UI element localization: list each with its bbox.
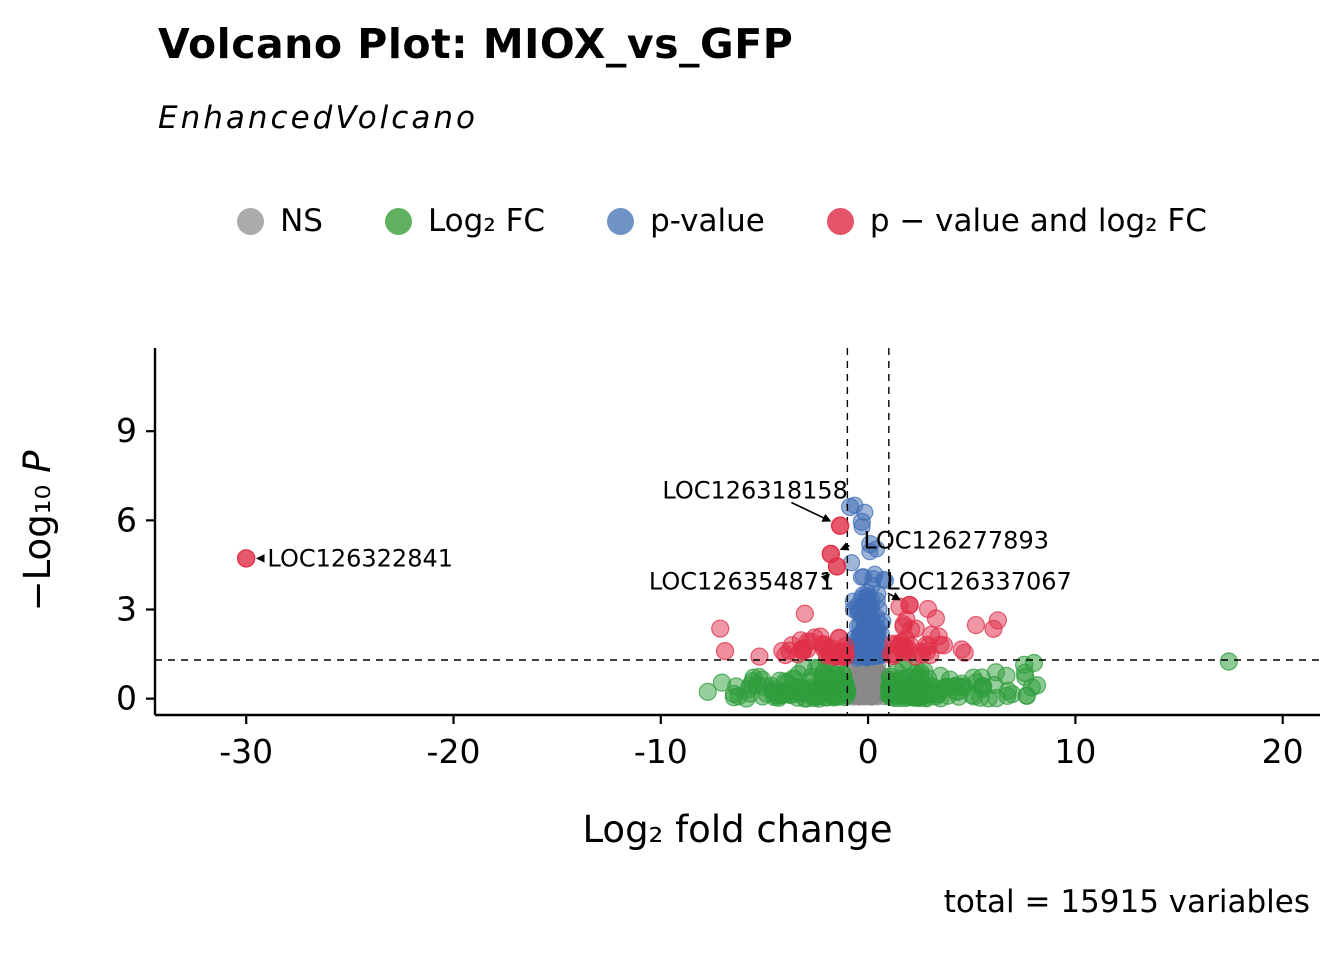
legend-key-dot-ns (237, 207, 265, 235)
data-point (863, 576, 881, 595)
data-point (870, 600, 888, 618)
data-point (880, 684, 899, 703)
x-tick-label: -10 (634, 732, 688, 771)
labeled-data-point (830, 516, 850, 535)
x-tick-label: -30 (219, 732, 273, 771)
label-connector-arrow (791, 501, 832, 522)
legend: NS Log₂ FC p-value p − value and log₂ FC (130, 203, 1314, 239)
gene-label: LOC126337067 (886, 567, 1072, 595)
data-point (1024, 653, 1044, 673)
data-point (861, 535, 880, 554)
legend-item-ns: NS (237, 203, 323, 239)
data-point (864, 638, 883, 656)
legend-item-log2fc: Log₂ FC (384, 203, 546, 239)
legend-label-ns: NS (280, 203, 323, 239)
data-point (906, 619, 925, 638)
data-point (973, 677, 992, 696)
x-tick-label: -20 (427, 732, 481, 771)
gene-labels: LOC126322841 LOC126318158 LOC126277893 LOC1… (237, 477, 1072, 615)
legend-key-dot-log2fc (384, 207, 412, 235)
data-point (836, 637, 855, 656)
x-tick-label: 0 (858, 732, 879, 771)
legend-item-pvalue-and-log2fc: p − value and log₂ FC (826, 203, 1207, 239)
data-point (918, 599, 938, 619)
legend-key-dot-pvalue (607, 207, 635, 235)
labeled-data-point (900, 595, 919, 615)
y-axis-title: −Log₁₀ P (16, 450, 59, 612)
data-point (698, 682, 717, 701)
data-point (906, 678, 925, 697)
data-point (998, 686, 1017, 705)
gene-label: LOC126277893 (863, 526, 1049, 554)
y-tick-label: 3 (116, 590, 137, 629)
data-point (773, 641, 792, 661)
data-point (997, 666, 1016, 685)
data-point (753, 687, 772, 706)
label-connector-arrow (820, 573, 831, 583)
data-point (753, 670, 772, 689)
axes: -30 -20 -10 0 10 20 0 3 6 9 Log₂ fold change −Log₁₀… (16, 348, 1320, 851)
data-point (861, 615, 879, 633)
data-point (1219, 652, 1238, 671)
y-tick-label: 0 (116, 679, 137, 718)
data-point (711, 619, 730, 638)
data-point (952, 640, 971, 659)
legend-label-pvalue: p-value (650, 203, 765, 239)
data-point (795, 604, 814, 623)
gene-label: LOC126318158 (662, 477, 848, 505)
data-point (984, 619, 1003, 638)
label-connector-arrow (887, 592, 902, 601)
total-variables-caption: total = 15915 variables (943, 884, 1310, 920)
data-point (840, 497, 860, 517)
data-points (698, 496, 1238, 708)
threshold-lines (155, 348, 1320, 715)
data-point (715, 642, 735, 661)
labeled-data-point (827, 557, 847, 576)
x-axis-title: Log₂ fold change (582, 808, 892, 851)
labeled-data-point (237, 549, 256, 568)
data-point (727, 677, 746, 696)
legend-label-log2fc: Log₂ FC (427, 203, 546, 239)
data-point (859, 670, 874, 685)
y-tick-label: 6 (116, 500, 137, 539)
data-point (966, 616, 986, 635)
data-point (852, 512, 871, 531)
data-point (793, 641, 812, 660)
x-tick-label: 20 (1262, 732, 1304, 771)
data-point (783, 669, 803, 688)
gene-label: LOC126322841 (267, 544, 453, 572)
gene-label: LOC126354871 (649, 567, 835, 595)
data-point (931, 635, 950, 654)
chart-title: Volcano Plot: MIOX_vs_GFP (158, 20, 794, 68)
x-tick-label: 10 (1054, 732, 1096, 771)
data-point (948, 682, 967, 701)
data-point (854, 690, 869, 705)
chart-subtitle: EnhancedVolcano (158, 100, 478, 136)
y-tick-label: 9 (116, 411, 137, 450)
data-point (1027, 676, 1047, 695)
data-point (750, 647, 769, 666)
label-connector-arrow (839, 542, 850, 551)
legend-key-dot-pvalue-and-log2fc (826, 207, 854, 235)
data-point (804, 684, 824, 703)
legend-item-pvalue: p-value (607, 203, 765, 239)
legend-label-pvalue-and-log2fc: p − value and log₂ FC (869, 203, 1207, 239)
data-point (823, 670, 842, 690)
